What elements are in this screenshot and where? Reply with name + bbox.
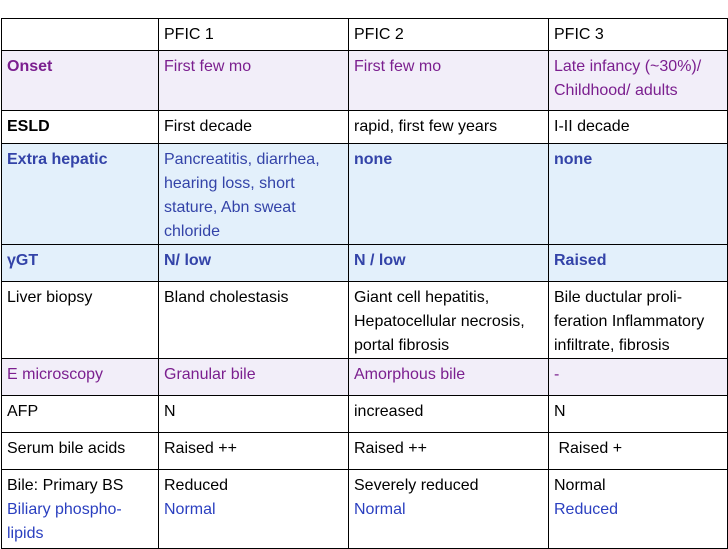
table-cell: Late infancy (~30%)/ Childhood/ adults [548,50,728,111]
table-row: E microscopy Granular bile Amorphous bile - [1,358,728,396]
row-label: Liver biopsy [1,281,159,359]
row-label: AFP [1,395,159,433]
table-row: Serum bile acids Raised ++ Raised ++ Raise… [1,432,728,470]
table-cell: First decade [158,110,349,144]
table-cell: - [548,358,728,396]
table-cell: Granular bile [158,358,349,396]
row-label: γGT [1,244,159,282]
table-cell: Raised ++ [158,432,349,470]
cell-line: Normal [554,477,606,494]
table-cell: none [348,143,549,245]
header-cell: PFIC 2 [348,18,549,51]
table-cell: Giant cell hepatitis, Hepatocellular nec… [348,281,549,359]
table-cell: Normal Reduced [548,469,728,549]
table-row: ESLD First decade rapid, first few years I-… [1,110,728,144]
table-cell: N / low [348,244,549,282]
cell-line: Severely reduced [354,477,479,494]
row-label: Serum bile acids [1,432,159,470]
cell-line: Reduced [554,501,619,518]
table-cell: Bile ductular proli-feration Inflammator… [548,281,728,359]
table-cell: N/ low [158,244,349,282]
header-cell: PFIC 3 [548,18,728,51]
table-row: γGT N/ low N / low Raised [1,244,728,282]
cell-line: Biliary phospho-lipids [7,501,122,542]
cell-line: Reduced [164,477,229,494]
row-label: Extra hepatic [1,143,159,245]
cell-line: Normal [354,501,406,518]
corner-cell [1,18,159,51]
table-cell: rapid, first few years [348,110,549,144]
table-cell: Severely reduced Normal [348,469,549,549]
cell-line: Bile: Primary BS [7,477,124,494]
header-cell: PFIC 1 [158,18,349,51]
table-cell: N [548,395,728,433]
table-cell: N [158,395,349,433]
table-cell: I-II decade [548,110,728,144]
table-cell: Amorphous bile [348,358,549,396]
row-label: Bile: Primary BS Biliary phospho-lipids [1,469,159,549]
table-cell: increased [348,395,549,433]
table-cell: First few mo [348,50,549,111]
table-row: Onset First few mo First few mo Late infanc… [1,50,728,111]
table-cell: Raised [548,244,728,282]
table-cell: none [548,143,728,245]
table-cell: First few mo [158,50,349,111]
table-cell: Pancreatitis, diarrhea, hearing loss, sh… [158,143,349,245]
cell-line: Normal [164,501,216,518]
table-cell: Raised + [548,432,728,470]
table-body: PFIC 1 PFIC 2 PFIC 3 Onset First few mo Fi… [1,18,728,549]
row-label: E microscopy [1,358,159,396]
pfic-table: PFIC 1 PFIC 2 PFIC 3 Onset First few mo Fi… [1,18,728,549]
row-label: Onset [1,50,159,111]
table-cell: Raised ++ [348,432,549,470]
header-row: PFIC 1 PFIC 2 PFIC 3 [1,18,728,51]
table-cell: Reduced Normal [158,469,349,549]
table-row: Bile: Primary BS Biliary phospho-lipids Re… [1,469,728,549]
table-row: Extra hepatic Pancreatitis, diarrhea, hea… [1,143,728,245]
row-label: ESLD [1,110,159,144]
table-row: Liver biopsy Bland cholestasis Giant cell … [1,281,728,359]
table-cell: Bland cholestasis [158,281,349,359]
